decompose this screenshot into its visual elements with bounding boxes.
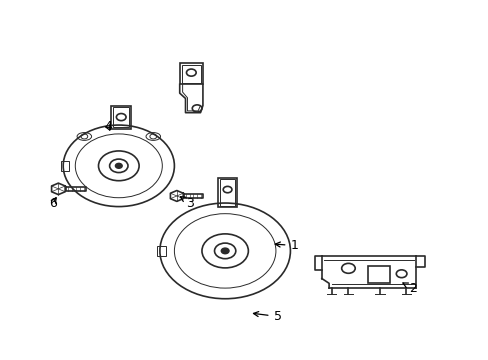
Text: 4: 4	[104, 120, 112, 133]
Text: 5: 5	[253, 310, 281, 323]
Bar	[180, 63, 203, 84]
Text: 2: 2	[402, 282, 416, 294]
Bar	[367, 266, 389, 283]
Bar	[113, 107, 129, 127]
Circle shape	[115, 163, 122, 168]
Text: 6: 6	[49, 197, 57, 210]
Bar	[182, 65, 200, 82]
Text: 1: 1	[275, 239, 298, 252]
Text: 3: 3	[180, 197, 194, 210]
Bar	[218, 178, 237, 207]
Bar	[111, 105, 131, 129]
Circle shape	[221, 248, 228, 254]
Bar	[220, 179, 234, 206]
